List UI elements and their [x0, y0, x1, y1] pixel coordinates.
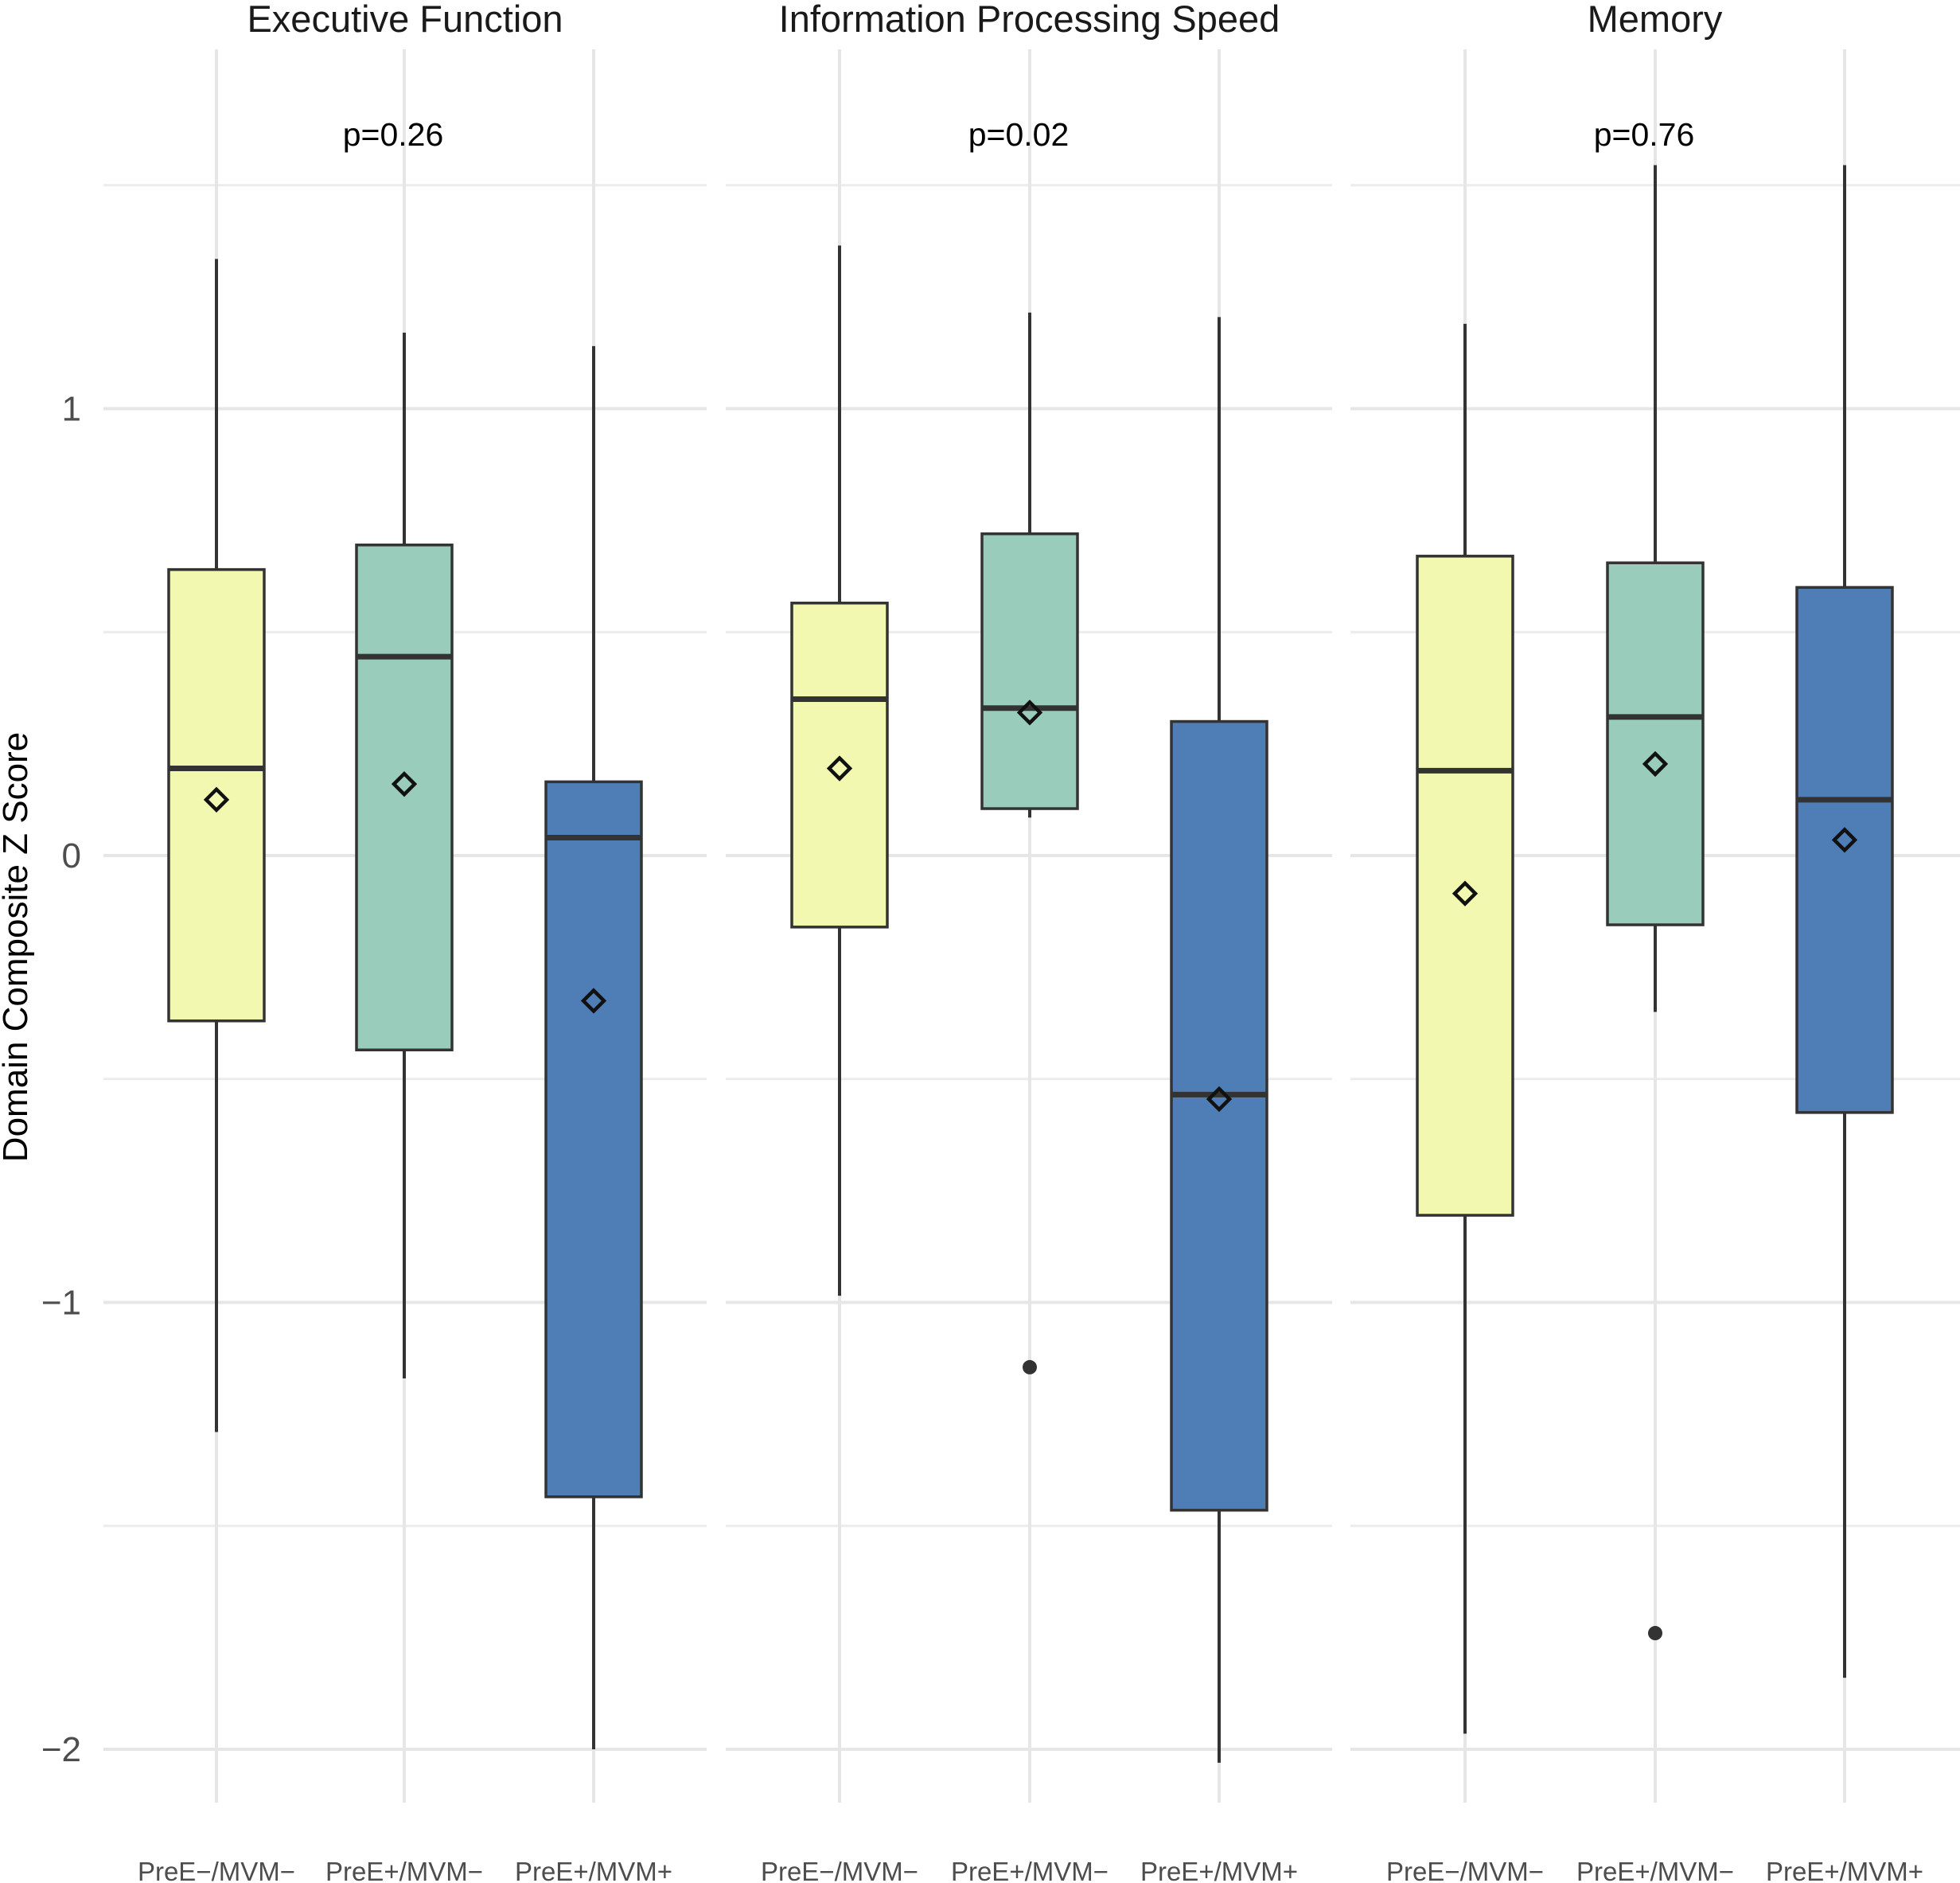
x-tick-label: PreE+/MVM+	[515, 1857, 672, 1883]
box-group	[1606, 165, 1705, 1641]
x-tick-label: PreE−/MVM−	[138, 1857, 295, 1883]
x-tick-label: PreE+/MVM−	[1576, 1857, 1734, 1883]
facet-title: Information Processing Speed	[779, 0, 1280, 40]
x-tick-label: PreE+/MVM+	[1140, 1857, 1298, 1883]
outlier-point	[1023, 1359, 1037, 1374]
iqr-box	[1170, 719, 1268, 1512]
mean-marker	[1206, 1086, 1233, 1113]
box-group	[1795, 165, 1894, 1678]
y-axis-title: Domain Composite Z Score	[0, 732, 35, 1162]
iqr-box	[790, 602, 889, 929]
marks-layer	[167, 165, 1894, 1763]
y-tick-label: 0	[62, 836, 81, 875]
iqr-box	[1606, 561, 1705, 926]
box-group	[167, 259, 266, 1433]
iqr-box	[355, 544, 454, 1052]
mean-marker	[1016, 700, 1043, 726]
mean-marker	[203, 786, 230, 813]
mean-marker	[1831, 827, 1858, 853]
outlier-point	[1648, 1626, 1662, 1641]
x-tick-label: PreE−/MVM−	[761, 1857, 918, 1883]
mean-marker	[826, 755, 853, 782]
p-value-label: p=0.26	[343, 116, 444, 153]
y-tick-label: −1	[41, 1284, 81, 1323]
mean-marker	[1451, 880, 1479, 906]
box-group	[544, 345, 643, 1749]
box-group	[980, 312, 1079, 1374]
box-group	[1170, 317, 1268, 1763]
facet-title: Memory	[1588, 0, 1723, 40]
x-tick-label: PreE+/MVM+	[1766, 1857, 1923, 1883]
mean-marker	[391, 770, 418, 797]
y-tick-label: 1	[62, 390, 81, 429]
iqr-box	[167, 567, 266, 1023]
iqr-box	[544, 780, 643, 1499]
box-group	[1416, 323, 1514, 1734]
x-tick-label: PreE+/MVM−	[951, 1857, 1109, 1883]
facet-title: Executive Function	[247, 0, 563, 40]
box-group	[790, 245, 889, 1296]
mean-marker	[1642, 750, 1669, 778]
p-value-label: p=0.76	[1594, 116, 1695, 153]
box-group	[355, 333, 454, 1378]
iqr-box	[980, 532, 1079, 810]
x-tick-label: PreE−/MVM−	[1386, 1857, 1544, 1883]
y-tick-label: −2	[41, 1730, 81, 1769]
x-tick-label: PreE+/MVM−	[325, 1857, 483, 1883]
p-value-label: p=0.02	[968, 116, 1070, 153]
mean-marker	[580, 988, 607, 1014]
